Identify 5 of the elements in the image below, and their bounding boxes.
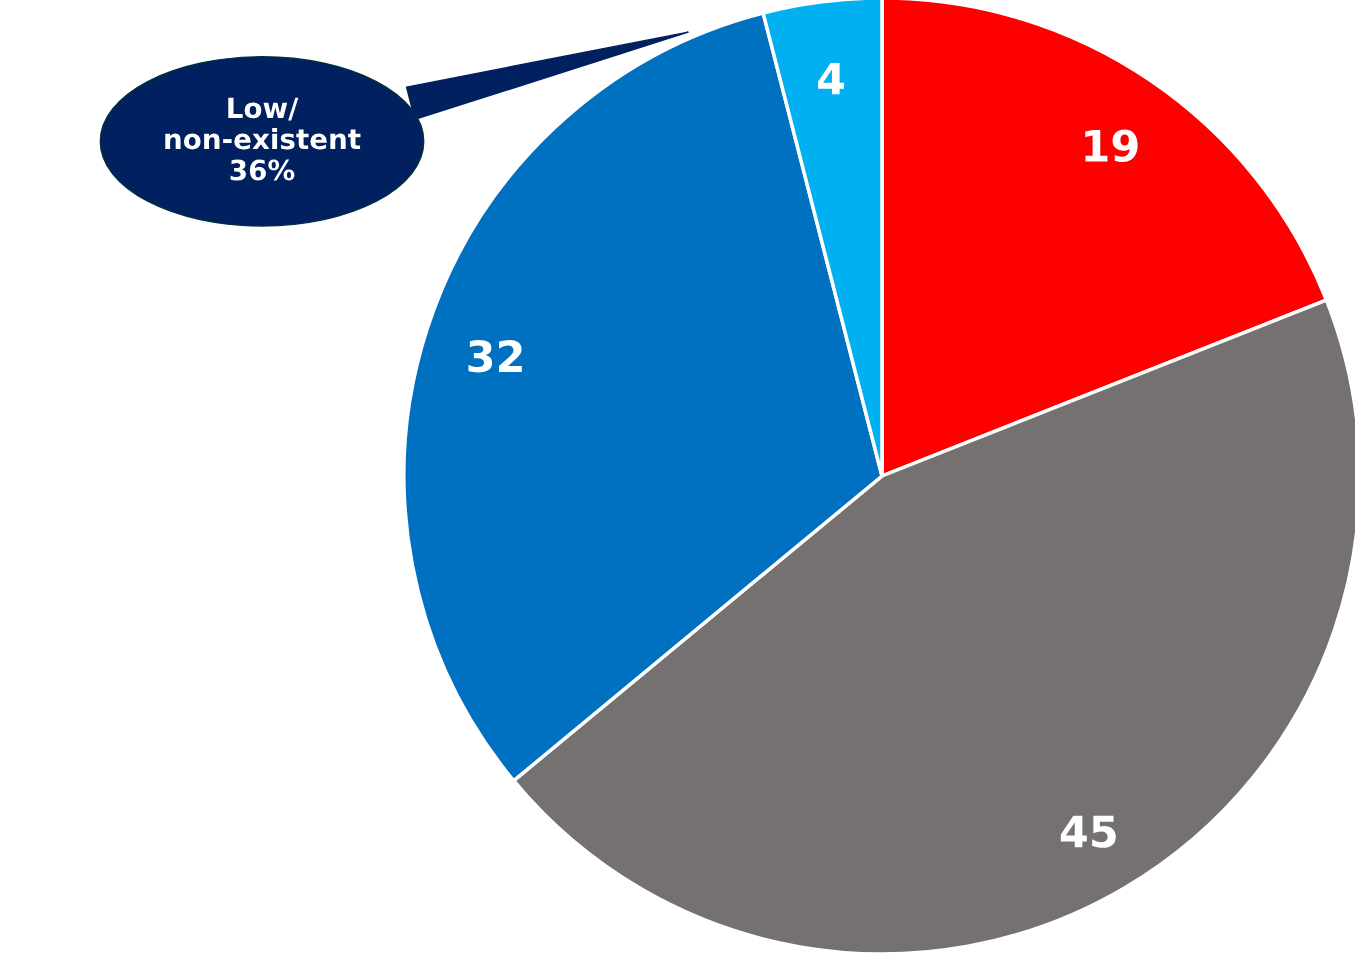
data-label: 32 [468,339,522,373]
text: Low/ non-existent 36% [165,97,361,181]
data-label: 4 [818,62,845,95]
data-label: 19 [1085,129,1138,163]
data-label: 45 [1060,815,1116,848]
